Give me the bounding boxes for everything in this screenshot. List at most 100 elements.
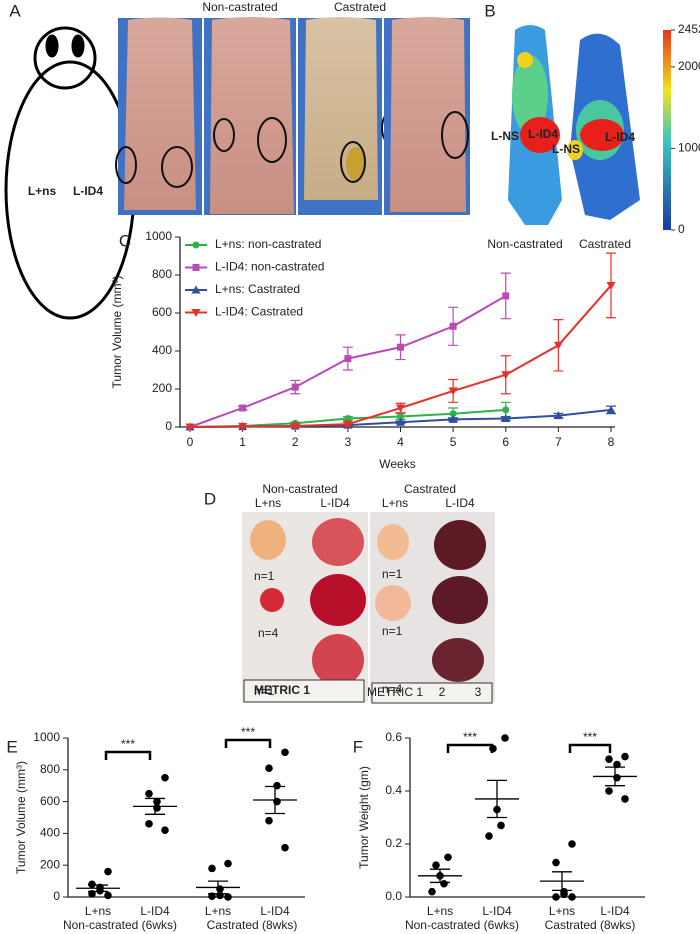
group-label: Castrated (8wks)	[207, 918, 298, 932]
x-tick-label: 1	[239, 435, 246, 449]
data-point	[281, 748, 289, 757]
legend-marker	[191, 309, 201, 317]
data-point	[396, 417, 405, 426]
data-point	[621, 795, 629, 803]
significance-bracket	[446, 743, 494, 753]
significance-label: ***	[463, 730, 477, 744]
group-label: Castrated	[404, 482, 456, 496]
data-point	[449, 410, 457, 418]
mouse-photos	[115, 17, 470, 215]
y-tick-label: 0.0	[385, 889, 402, 903]
data-point	[208, 864, 216, 873]
data-point	[161, 826, 169, 835]
x-tick-label: 4	[397, 435, 404, 449]
count-label: n=1	[382, 624, 403, 638]
data-point	[428, 887, 436, 896]
data-point	[497, 821, 505, 830]
mouse-schematic	[4, 26, 136, 320]
x-tick-label: 8	[608, 435, 615, 449]
data-point	[104, 891, 112, 900]
data-point	[502, 292, 510, 300]
column-label: L-ID4	[445, 496, 475, 510]
y-tick-label: 400	[40, 826, 60, 840]
data-point	[396, 404, 405, 413]
data-point	[568, 840, 576, 848]
data-point	[88, 880, 96, 889]
column-label: L+ns	[255, 496, 281, 510]
data-point	[145, 789, 153, 798]
colorbar	[663, 30, 671, 230]
x-tick-label: 2	[292, 435, 299, 449]
sem-bar	[430, 868, 450, 884]
data-point	[224, 893, 232, 901]
data-point	[104, 867, 112, 876]
sem-bar	[605, 766, 625, 787]
y-axis-label: Tumor Volume (mm³)	[110, 276, 124, 389]
x-axis-label: Weeks	[379, 457, 415, 471]
data-point	[613, 760, 621, 769]
data-point	[613, 773, 621, 782]
y-tick-label: 1000	[145, 229, 172, 243]
y-tick-label: 200	[40, 857, 60, 871]
data-point	[343, 420, 353, 429]
group-label: Castrated (8wks)	[545, 918, 636, 932]
legend-marker	[192, 264, 200, 271]
x-tick-label: L-ID4	[140, 904, 170, 918]
data-point	[239, 404, 247, 412]
ruler-label: 3	[475, 685, 482, 699]
panel-label: B	[484, 1, 495, 20]
y-tick-label: 800	[152, 267, 172, 281]
y-tick-label: 1000	[33, 730, 60, 744]
legend-label: L-ID4: non-castrated	[215, 260, 324, 274]
count-label: n=1	[254, 684, 275, 698]
y-tick-label: 600	[152, 305, 172, 319]
data-point	[448, 414, 458, 423]
x-tick-label: L+ns	[85, 904, 111, 918]
data-point	[606, 405, 616, 414]
panel-label: A	[9, 1, 21, 20]
y-tick-label: 0	[53, 889, 60, 903]
colorbar-tick-label: 0	[678, 222, 685, 236]
y-tick-label: 0.6	[385, 730, 402, 744]
significance-bracket	[224, 738, 272, 748]
data-point	[501, 413, 511, 422]
photo-column-label: Castrated	[334, 0, 386, 14]
data-point	[606, 281, 616, 290]
data-point	[397, 343, 404, 351]
y-tick-label: 200	[152, 381, 172, 395]
column-label: L+ns	[382, 496, 408, 510]
site-label: L+ns	[28, 184, 57, 198]
data-point	[440, 879, 448, 888]
ruler-label: METRIC 1	[254, 683, 310, 697]
data-point	[448, 387, 458, 396]
data-point	[553, 341, 563, 350]
data-point	[265, 764, 273, 773]
data-point	[485, 832, 493, 840]
y-tick-label: 400	[152, 343, 172, 357]
data-point	[153, 804, 161, 812]
x-tick-label: 3	[345, 435, 352, 449]
colorbar-tick-label: 2000	[678, 59, 700, 73]
x-tick-label: 0	[187, 435, 194, 449]
x-tick-label: L-ID4	[482, 904, 512, 918]
panel-label: C	[119, 231, 131, 250]
data-point	[281, 843, 289, 852]
sem-bar	[208, 880, 228, 895]
significance-label: ***	[241, 725, 255, 739]
data-point	[444, 853, 452, 862]
data-point	[552, 858, 560, 867]
data-point	[224, 859, 232, 868]
data-point	[238, 422, 248, 431]
data-point	[432, 861, 440, 869]
data-point	[290, 422, 300, 431]
site-label: L-ID4	[528, 127, 558, 141]
data-point	[560, 890, 568, 899]
data-point	[161, 773, 169, 782]
group-label: Non-castrated	[262, 482, 337, 496]
y-axis-label: Tumor Weight (gm)	[357, 766, 371, 869]
significance-bracket	[568, 743, 612, 753]
data-point	[344, 414, 352, 422]
data-point	[568, 893, 576, 901]
data-point	[397, 413, 404, 421]
